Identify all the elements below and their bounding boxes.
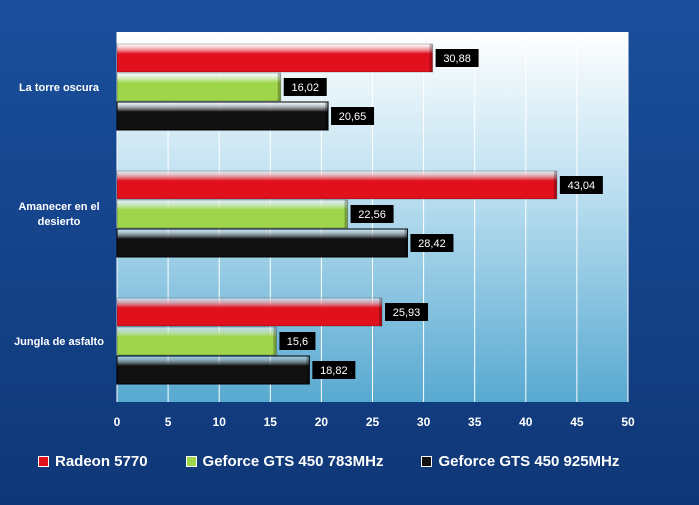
bar-cap-2-2 bbox=[306, 356, 310, 384]
value-label-1-0: 43,04 bbox=[568, 180, 596, 192]
value-label-2-0: 25,93 bbox=[393, 307, 421, 319]
bar-layer bbox=[116, 43, 558, 385]
x-tick-label-50: 50 bbox=[621, 415, 635, 429]
legend-swatch-radeon-5770 bbox=[38, 455, 49, 467]
legend-item-gts450-783: Geforce GTS 450 783MHz bbox=[185, 452, 384, 470]
legend-label-gts450-925: Geforce GTS 450 925MHz bbox=[438, 452, 620, 470]
x-tick-label-5: 5 bbox=[165, 415, 172, 429]
category-label-1: Amanecer en el desierto bbox=[18, 201, 100, 228]
bar-2-1 bbox=[116, 326, 277, 356]
value-label-2-2: 18,82 bbox=[320, 365, 348, 377]
bar-2-0 bbox=[116, 297, 383, 327]
bar-cap-0-1 bbox=[277, 73, 281, 101]
value-label-box-0-0 bbox=[435, 49, 479, 67]
category-label-0: La torre oscura bbox=[18, 81, 100, 94]
legend-label-radeon-5770: Radeon 5770 bbox=[55, 452, 148, 470]
x-tick-label-40: 40 bbox=[519, 415, 533, 429]
bar-1-2 bbox=[116, 228, 408, 258]
legend-item-radeon-5770: Radeon 5770 bbox=[38, 453, 148, 470]
bar-cap-1-1 bbox=[344, 200, 348, 228]
x-tick-label-15: 15 bbox=[264, 415, 278, 429]
value-label-layer: 30,88 16,02 20,65 43,04 22,56 28,42 25,93 15,6 1… bbox=[279, 49, 603, 379]
bar-1-1 bbox=[116, 199, 349, 229]
value-label-box-2-0 bbox=[385, 303, 429, 321]
value-label-box-0-1 bbox=[283, 78, 327, 96]
x-tick-label-45: 45 bbox=[570, 415, 584, 429]
bar-0-2 bbox=[116, 101, 329, 131]
value-label-2-1: 15,6 bbox=[287, 336, 308, 348]
bar-2-2 bbox=[116, 355, 310, 385]
x-axis-ticks: 0 5 10 15 20 25 30 35 40 45 50 bbox=[114, 415, 635, 429]
bar-cap-1-2 bbox=[404, 229, 408, 257]
bar-0-0 bbox=[116, 43, 434, 73]
value-label-box-2-1 bbox=[279, 332, 316, 350]
x-tick-label-25: 25 bbox=[366, 415, 380, 429]
bar-1-0 bbox=[116, 170, 558, 200]
x-tick-label-10: 10 bbox=[213, 415, 227, 429]
value-label-0-2: 20,65 bbox=[339, 111, 367, 123]
value-label-1-1: 22,56 bbox=[358, 209, 386, 221]
legend-swatch-gts450-783 bbox=[185, 455, 197, 467]
legend-swatch-gts450-925 bbox=[421, 455, 433, 467]
category-label-2: Jungla de asfalto bbox=[14, 335, 104, 348]
legend: Radeon 5770 Geforce GTS 450 783MHz Gefor… bbox=[38, 448, 657, 474]
x-tick-label-30: 30 bbox=[417, 415, 431, 429]
bar-cap-1-0 bbox=[553, 171, 557, 199]
value-label-box-0-2 bbox=[331, 107, 375, 125]
value-label-0-0: 30,88 bbox=[443, 53, 471, 65]
value-label-box-1-1 bbox=[350, 205, 394, 223]
value-label-box-1-0 bbox=[559, 176, 603, 194]
value-label-box-1-2 bbox=[410, 234, 454, 252]
x-tick-label-0: 0 bbox=[114, 415, 121, 429]
bar-cap-0-2 bbox=[325, 102, 329, 130]
value-label-box-2-2 bbox=[312, 361, 356, 379]
bar-cap-2-1 bbox=[273, 327, 277, 355]
legend-item-gts450-925: Geforce GTS 450 925MHz bbox=[421, 453, 619, 470]
x-tick-label-35: 35 bbox=[468, 415, 482, 429]
bar-cap-2-0 bbox=[379, 298, 383, 326]
x-tick-label-20: 20 bbox=[315, 415, 329, 429]
bar-cap-0-0 bbox=[429, 44, 433, 72]
legend-label-gts450-783: Geforce GTS 450 783MHz bbox=[202, 452, 384, 470]
value-label-1-2: 28,42 bbox=[418, 238, 446, 250]
value-label-0-1: 16,02 bbox=[291, 82, 319, 94]
bar-0-1 bbox=[116, 72, 282, 102]
